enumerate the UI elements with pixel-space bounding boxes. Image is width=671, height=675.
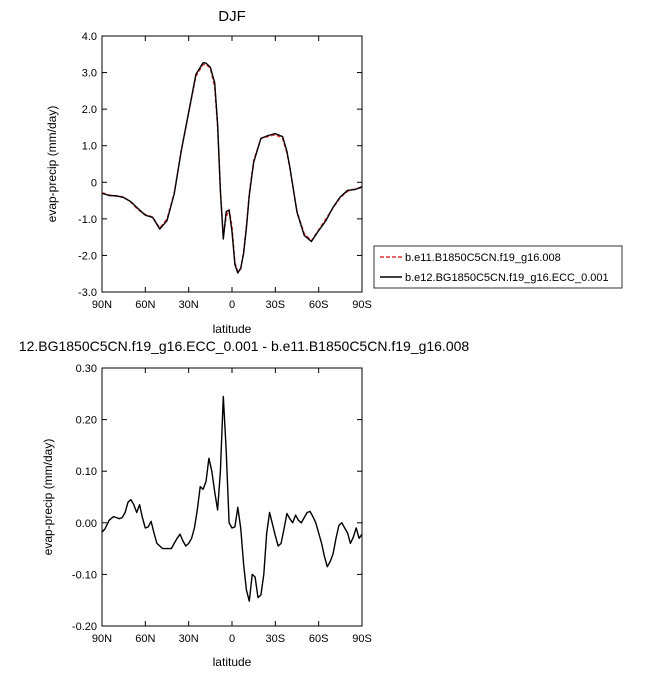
- x-tick-label: 30S: [266, 299, 286, 311]
- y-tick-label: 0.10: [76, 466, 97, 478]
- y-tick-label: -0.10: [72, 569, 97, 581]
- x-tick-label: 30N: [179, 299, 199, 311]
- top-y-axis-label: evap-precip (mm/day): [45, 106, 59, 223]
- y-tick-label: 2.0: [82, 104, 97, 116]
- y-tick-label: 0.00: [76, 518, 97, 530]
- series-line-1: [101, 395, 363, 602]
- bottom-x-ticks: 90N 60N 30N 0 30S 60S 90S: [92, 368, 372, 645]
- bottom-y-ticks: -0.20 -0.10 0.00 0.10 0.20 0.30: [72, 363, 362, 633]
- y-tick-label: 1.0: [82, 141, 97, 153]
- top-series-lines: [101, 62, 363, 274]
- y-tick-label: 0.30: [76, 363, 97, 375]
- x-tick-label: 90S: [352, 633, 372, 645]
- top-x-axis-label: latitude: [213, 322, 252, 336]
- bottom-plot-frame: [101, 367, 363, 627]
- bottom-x-axis-label: latitude: [213, 655, 252, 669]
- series-line-1: [101, 63, 363, 272]
- x-tick-label: 90N: [92, 633, 112, 645]
- bottom-y-axis-label: evap-precip (mm/day): [41, 439, 55, 556]
- y-tick-label: 3.0: [82, 68, 97, 80]
- series-line-2: [101, 62, 363, 274]
- y-tick-label: -0.20: [72, 621, 97, 633]
- top-y-ticks: -3.0 -2.0 -1.0 0 1.0 2.0 3.0 4.0: [78, 31, 362, 299]
- y-tick-label: -1.0: [78, 214, 97, 226]
- x-tick-label: 90N: [92, 299, 112, 311]
- bottom-series-lines: [101, 395, 363, 602]
- bottom-panel: 12.BG1850C5CN.f19_g16.ECC_0.001 - b.e11.…: [19, 338, 470, 669]
- legend-box: [373, 245, 623, 289]
- legend-entry-2: b.e12.BG1850C5CN.f19_g16.ECC_0.001: [405, 272, 609, 284]
- x-tick-label: 30N: [179, 633, 199, 645]
- y-tick-label: 4.0: [82, 31, 97, 43]
- top-x-ticks: 90N 60N 30N 0 30S 60S 90S: [92, 36, 372, 311]
- x-tick-label: 60S: [309, 633, 329, 645]
- top-plot-frame: [101, 35, 363, 293]
- x-tick-label: 60N: [135, 633, 155, 645]
- x-tick-label: 30S: [266, 633, 286, 645]
- y-tick-label: -3.0: [78, 287, 97, 299]
- y-tick-label: 0.20: [76, 415, 97, 427]
- x-tick-label: 60N: [135, 299, 155, 311]
- bottom-chart-title: 12.BG1850C5CN.f19_g16.ECC_0.001 - b.e11.…: [19, 338, 470, 354]
- top-chart-title: DJF: [218, 8, 246, 25]
- x-tick-label: 0: [229, 299, 235, 311]
- y-tick-label: -2.0: [78, 250, 97, 262]
- top-panel: DJF -3.0 -2.0 -1.0 0 1.0 2.0 3.0 4.0 90N 60N 30N 0…: [45, 8, 372, 336]
- x-tick-label: 90S: [352, 299, 372, 311]
- legend-entry-1: b.e11.B1850C5CN.f19_g16.008: [405, 252, 561, 264]
- x-tick-label: 0: [229, 633, 235, 645]
- legend: b.e11.B1850C5CN.f19_g16.008 b.e12.BG1850…: [373, 245, 623, 289]
- y-tick-label: 0: [91, 177, 97, 189]
- x-tick-label: 60S: [309, 299, 329, 311]
